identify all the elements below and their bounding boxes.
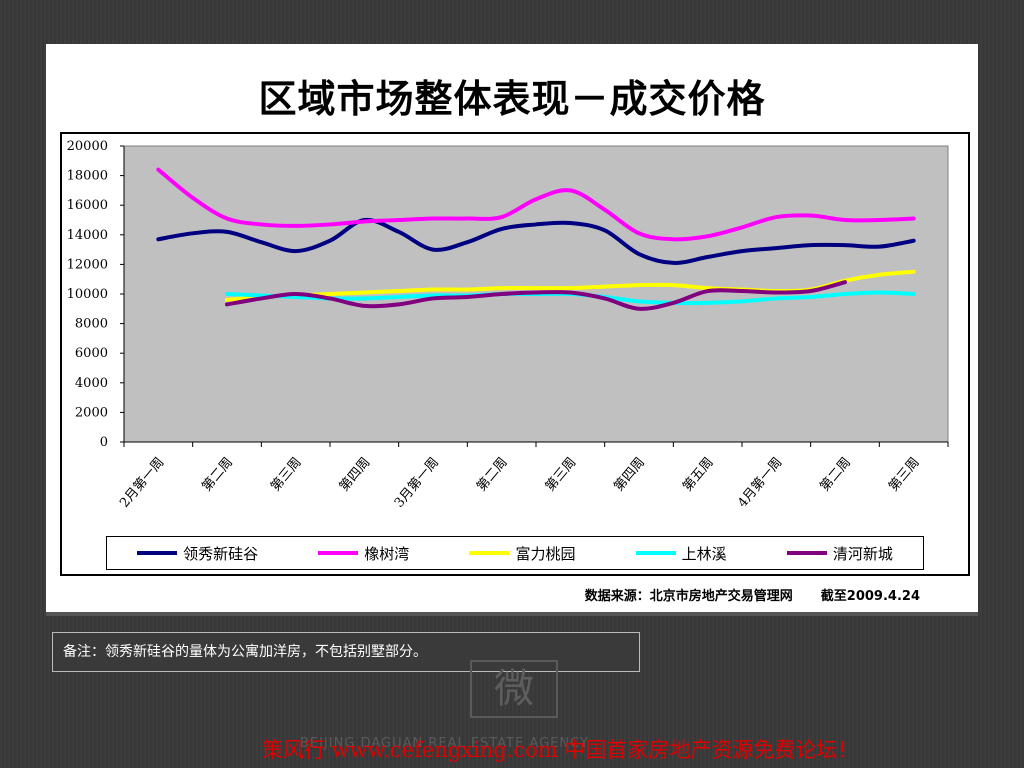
legend-item: 上林溪 <box>635 543 727 564</box>
y-tick-label: 16000 <box>67 198 108 213</box>
y-tick-label: 6000 <box>75 346 108 361</box>
slide-title: 区域市场整体表现－成交价格 <box>258 77 766 121</box>
x-tick-label: 3月第一周 <box>392 455 442 511</box>
legend-label: 上林溪 <box>681 544 727 563</box>
series-line-1 <box>156 217 916 265</box>
source-label: 数据来源：北京市房地产交易管理网 <box>584 589 793 604</box>
note-box: 备注：领秀新硅谷的量体为公寓加洋房，不包括别墅部分。 <box>52 632 640 672</box>
legend-item: 橡树湾 <box>318 543 409 564</box>
x-tick-label: 第二周 <box>199 455 236 495</box>
footer-forum-link[interactable]: 策风行 www.cefengxing.com 中国首家房地产资源免费论坛！ <box>262 738 859 762</box>
price-line-chart: 0 2000 4000 6000 8000 10000 12000 14000 16000 180… <box>67 139 949 511</box>
series-line-2 <box>156 167 916 242</box>
legend-swatch <box>137 551 178 555</box>
legend-swatch <box>469 551 510 555</box>
x-tick-label: 2月第一周 <box>117 455 167 511</box>
legend-item: 清河新城 <box>786 543 893 564</box>
chart-legend: 领秀新硅谷 橡树湾 富力桃园 上林溪 清河新城 <box>106 536 924 570</box>
legend-swatch <box>318 551 359 555</box>
x-tick-label: 第二周 <box>817 455 854 495</box>
y-tick-label: 8000 <box>75 317 108 332</box>
as-of-date: 截至2009.4.24 <box>820 589 920 604</box>
y-tick-label: 14000 <box>67 228 108 243</box>
legend-item: 富力桃园 <box>469 543 575 564</box>
x-tick-label: 第三周 <box>886 455 923 495</box>
series-line-5 <box>225 280 847 311</box>
watermark-logo: 微 <box>470 660 558 718</box>
x-tick-label: 第三周 <box>543 455 580 495</box>
x-tick-label: 4月第一周 <box>735 455 785 511</box>
x-tick-label: 第四周 <box>611 455 648 495</box>
legend-item: 领秀新硅谷 <box>137 543 258 564</box>
legend-label: 清河新城 <box>832 544 893 563</box>
x-tick-label: 第五周 <box>680 455 717 495</box>
y-tick-label: 20000 <box>67 139 108 154</box>
x-tick-label: 第二周 <box>474 455 511 495</box>
x-tick-label: 第三周 <box>268 455 305 495</box>
y-tick-label: 18000 <box>67 169 108 184</box>
data-source: 数据来源：北京市房地产交易管理网 截至2009.4.24 <box>585 585 920 604</box>
y-tick-label: 10000 <box>67 287 108 302</box>
legend-label: 领秀新硅谷 <box>183 544 259 563</box>
y-tick-label: 2000 <box>75 405 108 420</box>
legend-label: 富力桃园 <box>515 544 576 563</box>
y-tick-label: 4000 <box>75 376 108 391</box>
y-tick-label: 0 <box>100 435 108 450</box>
legend-label: 橡树湾 <box>364 544 410 563</box>
x-tick-label: 第四周 <box>337 455 374 495</box>
legend-swatch <box>635 551 676 555</box>
watermark-text: BEIJING DAGUAN REAL ESTATE AGENCY <box>300 736 589 751</box>
y-tick-label: 12000 <box>67 257 108 272</box>
legend-swatch <box>786 551 827 555</box>
